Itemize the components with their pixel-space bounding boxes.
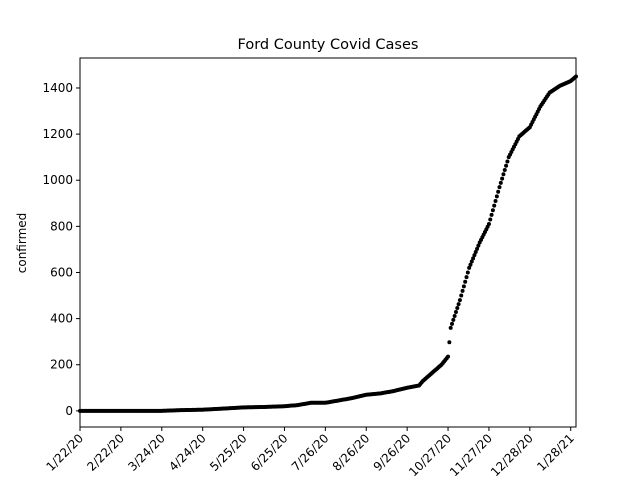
x-tick-label: 10/27/20 <box>406 431 454 479</box>
data-point <box>469 259 474 264</box>
data-point <box>497 185 502 190</box>
x-tick-label: 8/26/20 <box>330 431 373 474</box>
x-axis: 1/22/202/22/203/24/204/24/205/25/206/25/… <box>44 427 577 479</box>
y-tick-label: 0 <box>65 404 73 418</box>
data-point <box>473 250 478 255</box>
y-tick-label: 1400 <box>42 81 73 95</box>
data-point <box>463 279 468 284</box>
chart-title: Ford County Covid Cases <box>238 37 419 53</box>
data-point <box>457 298 462 303</box>
data-point <box>476 243 481 248</box>
y-tick-label: 800 <box>50 219 73 233</box>
x-tick-label: 4/24/20 <box>166 431 209 474</box>
y-tick-label: 1000 <box>42 173 73 187</box>
data-point <box>501 172 506 177</box>
data-point <box>490 208 495 213</box>
data-point <box>493 198 498 203</box>
y-tick-label: 1200 <box>42 127 73 141</box>
data-point <box>446 354 451 359</box>
data-point <box>464 275 469 280</box>
x-tick-label: 1/28/21 <box>534 431 577 474</box>
y-axis-label: confirmed <box>15 213 29 274</box>
data-point <box>504 163 509 168</box>
data-point <box>455 306 460 311</box>
data-point <box>486 222 491 227</box>
x-tick-label: 12/28/20 <box>488 431 536 479</box>
plot-frame <box>79 57 577 428</box>
y-tick-label: 200 <box>50 358 73 372</box>
data-point <box>471 256 476 261</box>
data-point <box>467 265 472 270</box>
data-point <box>465 270 470 275</box>
data-point <box>488 217 493 222</box>
data-point <box>448 325 453 330</box>
data-point <box>451 317 456 322</box>
data-point <box>459 293 464 298</box>
data-point <box>461 284 466 289</box>
data-point <box>492 203 497 208</box>
data-point <box>494 194 499 199</box>
y-tick-label: 600 <box>50 265 73 279</box>
data-point <box>452 313 457 318</box>
data-point <box>500 176 505 181</box>
x-tick-label: 7/26/20 <box>289 431 332 474</box>
data-point <box>453 310 458 315</box>
x-tick-label: 2/22/20 <box>84 431 127 474</box>
data-point <box>496 189 501 194</box>
data-point <box>472 253 477 258</box>
data-points <box>78 74 578 413</box>
data-point <box>447 340 452 345</box>
data-point <box>475 246 480 251</box>
y-axis: 0 200 400 600 800 1000 1200 1400 <box>42 81 80 418</box>
data-point <box>502 168 507 173</box>
x-tick-label: 6/25/20 <box>248 431 291 474</box>
data-point <box>468 262 473 267</box>
data-point <box>505 159 510 164</box>
x-tick-label: 1/22/20 <box>44 431 87 474</box>
x-tick-label: 11/27/20 <box>447 431 495 479</box>
data-point <box>489 212 494 217</box>
data-point <box>460 288 465 293</box>
data-point <box>450 321 454 326</box>
y-tick-label: 400 <box>50 312 73 326</box>
data-point <box>498 180 503 185</box>
x-tick-label: 5/25/20 <box>207 431 250 474</box>
data-point <box>456 302 461 307</box>
x-tick-label: 3/24/20 <box>125 431 168 474</box>
